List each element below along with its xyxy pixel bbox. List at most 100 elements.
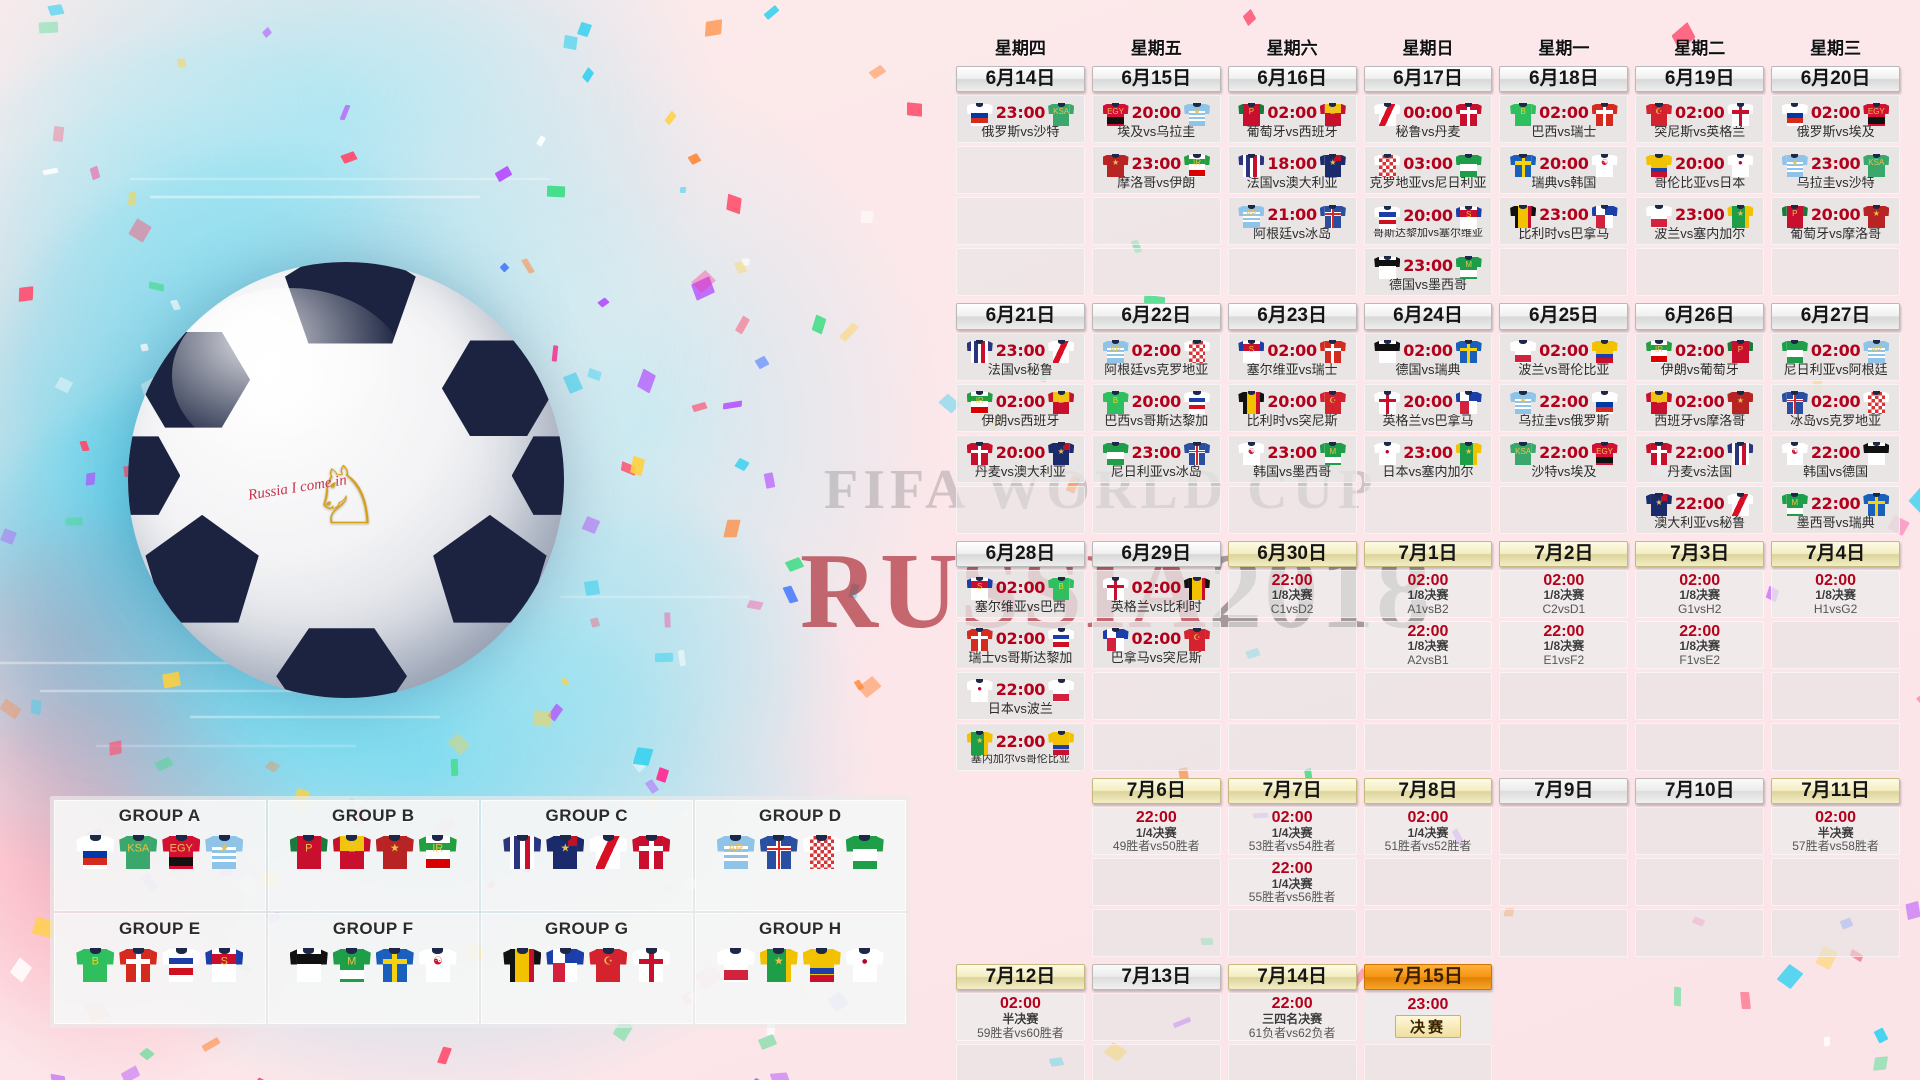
match-card[interactable]: 23:00 法国vs秘鲁	[956, 333, 1085, 381]
date-chip[interactable]: 7月12日	[956, 964, 1085, 990]
match-card[interactable]: 23:00 ★ 波兰vs塞内加尔	[1635, 197, 1764, 245]
match-card[interactable]: ★ 22:00 乌拉圭vs俄罗斯	[1499, 384, 1628, 432]
match-card[interactable]: EGY 20:00 ★ 埃及vs乌拉圭	[1092, 95, 1221, 143]
date-chip[interactable]: 6月30日	[1228, 541, 1357, 567]
match-card[interactable]: 02:00 ☪ 巴拿马vs突尼斯	[1092, 621, 1221, 669]
match-time: 02:00	[1675, 392, 1724, 411]
match-card[interactable]: M 22:00 墨西哥vs瑞典	[1771, 486, 1900, 534]
match-card[interactable]: ☪ 02:00 突尼斯vs英格兰	[1635, 95, 1764, 143]
date-chip[interactable]: 6月25日	[1499, 303, 1628, 329]
match-card[interactable]: 02:00 AR 尼日利亚vs阿根廷	[1771, 333, 1900, 381]
match-card[interactable]: 00:00 秘鲁vs丹麦	[1364, 95, 1493, 143]
date-chip[interactable]: 7月15日	[1364, 964, 1493, 990]
match-card[interactable]: AR 21:00 阿根廷vs冰岛	[1228, 197, 1357, 245]
knockout-match-card[interactable]: 22:00 1/8决赛 C1vsD2	[1228, 570, 1357, 618]
match-card[interactable]: 20:00 ☪ 比利时vs突尼斯	[1228, 384, 1357, 432]
date-chip[interactable]: 7月14日	[1228, 964, 1357, 990]
match-card[interactable]: 02:00 冰岛vs克罗地亚	[1771, 384, 1900, 432]
date-chip[interactable]: 6月19日	[1635, 66, 1764, 92]
match-card[interactable]: ★ 23:00 KSA 乌拉圭vs沙特	[1771, 146, 1900, 194]
match-card[interactable]: 02:00 EGY 俄罗斯vs埃及	[1771, 95, 1900, 143]
date-chip[interactable]: 6月15日	[1092, 66, 1221, 92]
match-card[interactable]: ● 22:00 日本vs波兰	[956, 672, 1085, 720]
date-chip[interactable]: 7月1日	[1364, 541, 1493, 567]
match-card[interactable]: 23:00 M 德国vs墨西哥	[1364, 248, 1493, 296]
knockout-match-card[interactable]: 22:00 1/8决赛 F1vsE2	[1635, 621, 1764, 669]
knockout-match-card[interactable]: 02:00 1/4决赛 53胜者vs54胜者	[1228, 807, 1357, 855]
date-chip[interactable]: 7月2日	[1499, 541, 1628, 567]
match-card[interactable]: P 02:00 E 葡萄牙vs西班牙	[1228, 95, 1357, 143]
team-jersey-icon	[1727, 439, 1753, 465]
knockout-match-card[interactable]: 02:00 1/4决赛 51胜者vs52胜者	[1364, 807, 1493, 855]
knockout-match-card[interactable]: 02:00 1/8决赛 C2vsD1	[1499, 570, 1628, 618]
match-card[interactable]: IR 02:00 P 伊朗vs葡萄牙	[1635, 333, 1764, 381]
match-card[interactable]: AR 02:00 阿根廷vs克罗地亚	[1092, 333, 1221, 381]
match-card[interactable]: ● 23:00 ★ 日本vs塞内加尔	[1364, 435, 1493, 483]
match-card[interactable]: ★ 22:00 澳大利亚vs秘鲁	[1635, 486, 1764, 534]
match-card[interactable]: 02:00 德国vs瑞典	[1364, 333, 1493, 381]
match-header: M 22:00	[1774, 491, 1897, 516]
match-card[interactable]: 23:00 KSA 俄罗斯vs沙特	[956, 95, 1085, 143]
match-card[interactable]: S 02:00 B 塞尔维亚vs巴西	[956, 570, 1085, 618]
knockout-match-card[interactable]: 22:00 1/8决赛 A2vsB1	[1364, 621, 1493, 669]
match-card[interactable]: ☯ 22:00 韩国vs德国	[1771, 435, 1900, 483]
match-card[interactable]: 23:00 尼日利亚vs冰岛	[1092, 435, 1221, 483]
calendar-day-column: 7月14日 22:00 三四名决赛 61负者vs62负者	[1228, 964, 1357, 1080]
match-card[interactable]: 02:00 英格兰vs比利时	[1092, 570, 1221, 618]
match-card[interactable]: P 20:00 ★ 葡萄牙vs摩洛哥	[1771, 197, 1900, 245]
match-card[interactable]: ★ 22:00 塞内加尔vs哥伦比亚	[956, 723, 1085, 771]
date-chip[interactable]: 7月8日	[1364, 778, 1493, 804]
knockout-match-card[interactable]: 02:00 1/8决赛 G1vsH2	[1635, 570, 1764, 618]
final-match-card[interactable]: 23:00 决赛	[1364, 993, 1493, 1041]
match-card[interactable]: 20:00 ● 哥伦比亚vs日本	[1635, 146, 1764, 194]
match-card[interactable]: 23:00 比利时vs巴拿马	[1499, 197, 1628, 245]
match-card[interactable]: S 02:00 塞尔维亚vs瑞士	[1228, 333, 1357, 381]
date-chip[interactable]: 6月26日	[1635, 303, 1764, 329]
match-card[interactable]: IR 02:00 E 伊朗vs西班牙	[956, 384, 1085, 432]
date-chip[interactable]: 6月22日	[1092, 303, 1221, 329]
knockout-match-card[interactable]: 02:00 1/8决赛 A1vsB2	[1364, 570, 1493, 618]
match-card[interactable]: B 02:00 巴西vs瑞士	[1499, 95, 1628, 143]
date-chip[interactable]: 7月10日	[1635, 778, 1764, 804]
match-card[interactable]: KSA 22:00 EGY 沙特vs埃及	[1499, 435, 1628, 483]
date-chip[interactable]: 7月4日	[1771, 541, 1900, 567]
date-chip[interactable]: 6月16日	[1228, 66, 1357, 92]
match-card[interactable]: 03:00 克罗地亚vs尼日利亚	[1364, 146, 1493, 194]
date-chip[interactable]: 7月7日	[1228, 778, 1357, 804]
date-chip[interactable]: 6月27日	[1771, 303, 1900, 329]
date-chip[interactable]: 6月21日	[956, 303, 1085, 329]
date-chip[interactable]: 6月24日	[1364, 303, 1493, 329]
date-chip[interactable]: 7月9日	[1499, 778, 1628, 804]
match-card[interactable]: 22:00 丹麦vs法国	[1635, 435, 1764, 483]
match-card[interactable]: B 20:00 巴西vs哥斯达黎加	[1092, 384, 1221, 432]
date-chip[interactable]: 6月20日	[1771, 66, 1900, 92]
date-chip[interactable]: 7月3日	[1635, 541, 1764, 567]
date-chip[interactable]: 6月29日	[1092, 541, 1221, 567]
knockout-match-card[interactable]: 02:00 半决赛 57胜者vs58胜者	[1771, 807, 1900, 855]
match-card[interactable]: 02:00 波兰vs哥伦比亚	[1499, 333, 1628, 381]
date-chip[interactable]: 6月17日	[1364, 66, 1493, 92]
match-card[interactable]: 18:00 ★ 法国vs澳大利亚	[1228, 146, 1357, 194]
date-chip[interactable]: 6月23日	[1228, 303, 1357, 329]
knockout-match-card[interactable]: 02:00 半决赛 59胜者vs60胜者	[956, 993, 1085, 1041]
knockout-match-card[interactable]: 22:00 三四名决赛 61负者vs62负者	[1228, 993, 1357, 1041]
date-chip[interactable]: 6月14日	[956, 66, 1085, 92]
date-chip[interactable]: 7月13日	[1092, 964, 1221, 990]
knockout-match-card[interactable]: 22:00 1/4决赛 49胜者vs50胜者	[1092, 807, 1221, 855]
knockout-match-card[interactable]: 22:00 1/8决赛 E1vsF2	[1499, 621, 1628, 669]
knockout-match-card[interactable]: 22:00 1/4决赛 55胜者vs56胜者	[1228, 858, 1357, 906]
date-chip[interactable]: 7月11日	[1771, 778, 1900, 804]
match-card[interactable]: ☯ 23:00 M 韩国vs墨西哥	[1228, 435, 1357, 483]
match-card[interactable]: 20:00 ★ 丹麦vs澳大利亚	[956, 435, 1085, 483]
match-card[interactable]: 02:00 瑞士vs哥斯达黎加	[956, 621, 1085, 669]
match-card[interactable]: E 02:00 ★ 西班牙vs摩洛哥	[1635, 384, 1764, 432]
match-card[interactable]: 20:00 ☯ 瑞典vs韩国	[1499, 146, 1628, 194]
date-chip[interactable]: 6月28日	[956, 541, 1085, 567]
team-jersey-icon: EGY	[1592, 439, 1618, 465]
knockout-match-card[interactable]: 02:00 1/8决赛 H1vsG2	[1771, 570, 1900, 618]
date-chip[interactable]: 7月6日	[1092, 778, 1221, 804]
match-card[interactable]: 20:00 英格兰vs巴拿马	[1364, 384, 1493, 432]
match-card[interactable]: 20:00 S 哥斯达黎加vs塞尔维亚	[1364, 197, 1493, 245]
date-chip[interactable]: 6月18日	[1499, 66, 1628, 92]
match-card[interactable]: ★ 23:00 IR 摩洛哥vs伊朗	[1092, 146, 1221, 194]
